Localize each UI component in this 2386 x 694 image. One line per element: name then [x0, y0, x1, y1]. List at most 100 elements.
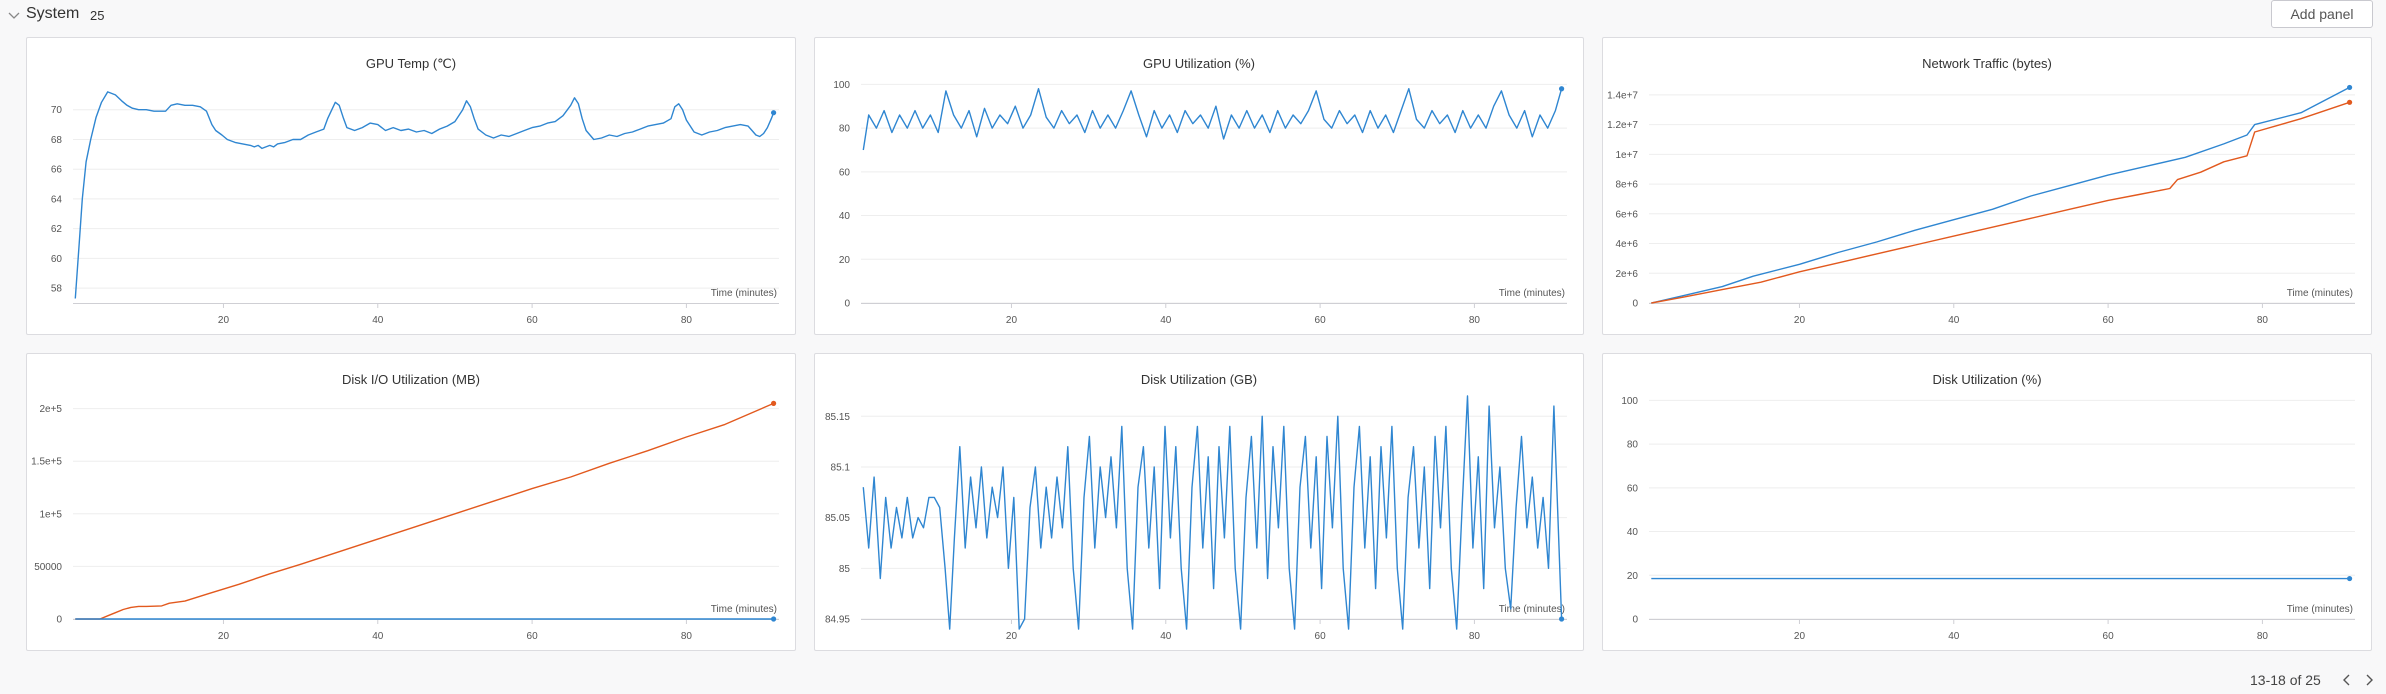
y-tick-label: 80 — [839, 124, 851, 135]
x-tick-label: 40 — [1948, 631, 1960, 642]
x-tick-label: 20 — [218, 315, 230, 326]
x-tick-label: 20 — [218, 631, 230, 642]
line-chart: 84.95 85 85.05 85.1 85.15 20 40 60 80 Time (minut… — [825, 395, 1567, 642]
x-tick-label: 60 — [1315, 315, 1327, 326]
y-tick-label: 85.15 — [825, 412, 850, 423]
x-tick-label: 60 — [527, 631, 539, 642]
x-axis-label: Time (minutes) — [2287, 288, 2353, 299]
y-tick-label: 0 — [1632, 615, 1638, 626]
series-end-point — [2346, 99, 2353, 105]
chart-panel-network-traffic: Network Traffic (bytes) 0 2e+6 4e+6 6e+6 8e+… — [1602, 37, 2372, 335]
chart-panel-gpu-temp: GPU Temp (℃) 58 60 62 64 66 68 70 20 40 60 80 Time … — [26, 37, 796, 335]
y-tick-label: 1.2e+7 — [1607, 120, 1638, 131]
add-panel-button[interactable]: Add panel — [2271, 0, 2373, 28]
x-tick-label: 40 — [1160, 315, 1172, 326]
y-tick-label: 85.1 — [831, 462, 851, 473]
y-tick-label: 1.4e+7 — [1607, 90, 1638, 101]
y-tick-label: 1e+5 — [39, 509, 62, 520]
y-tick-label: 20 — [839, 255, 851, 266]
section-title: System — [26, 5, 80, 22]
y-tick-label: 66 — [51, 165, 63, 176]
y-tick-label: 85 — [839, 564, 851, 575]
y-tick-label: 85.05 — [825, 513, 850, 524]
y-tick-label: 84.95 — [825, 615, 850, 626]
x-tick-label: 60 — [2103, 631, 2115, 642]
series-line — [862, 88, 1563, 151]
y-tick-label: 80 — [1627, 440, 1639, 451]
y-tick-label: 40 — [1627, 527, 1639, 538]
y-tick-label: 68 — [51, 135, 63, 146]
x-tick-label: 20 — [1006, 315, 1018, 326]
x-tick-label: 80 — [2257, 631, 2269, 642]
x-tick-label: 20 — [1794, 315, 1806, 326]
series-end-point — [770, 110, 777, 116]
y-tick-label: 60 — [839, 167, 851, 178]
series-end-point — [2346, 84, 2353, 91]
series-line — [75, 402, 774, 620]
chevron-left-icon[interactable] — [2338, 671, 2356, 689]
chart-title: Disk Utilization (%) — [1932, 372, 2042, 387]
x-axis-label: Time (minutes) — [711, 604, 777, 615]
chart-title: Network Traffic (bytes) — [1922, 56, 2052, 71]
x-tick-label: 80 — [2257, 315, 2269, 326]
chart-title: Disk Utilization (GB) — [1140, 372, 1258, 387]
series-end-point — [1558, 616, 1565, 622]
x-axis-label: Time (minutes) — [711, 288, 777, 299]
x-axis-label: Time (minutes) — [1499, 288, 1565, 299]
x-axis-label: Time (minutes) — [2287, 604, 2353, 615]
y-tick-label: 0 — [56, 615, 62, 626]
x-tick-label: 40 — [372, 631, 384, 642]
section-panel-count: 25 — [90, 8, 105, 23]
line-chart: 0 20 40 60 80 100 20 40 60 80 Time (minutes) — [1621, 396, 2355, 642]
series-line — [862, 395, 1563, 630]
series-line — [1651, 101, 2350, 304]
x-tick-label: 40 — [1160, 631, 1172, 642]
line-chart: 0 20 40 60 80 100 20 40 60 80 Time (minutes) — [833, 80, 1567, 326]
chart-panel-disk-utilization-percent: Disk Utilization (%) 0 20 40 60 80 100 20 40 60 8… — [1602, 353, 2372, 651]
y-tick-label: 70 — [51, 105, 63, 116]
x-tick-label: 80 — [681, 315, 693, 326]
x-tick-label: 40 — [372, 315, 384, 326]
y-tick-label: 0 — [844, 299, 850, 310]
x-tick-label: 60 — [1315, 631, 1327, 642]
x-axis-label: Time (minutes) — [1499, 604, 1565, 615]
x-tick-label: 60 — [2103, 315, 2115, 326]
chevron-right-icon[interactable] — [2360, 671, 2378, 689]
section-header: System 25 Add panel — [0, 0, 2386, 30]
y-tick-label: 0 — [1632, 299, 1638, 310]
y-tick-label: 100 — [833, 80, 850, 91]
series-end-point — [770, 400, 777, 406]
y-tick-label: 6e+6 — [1615, 209, 1638, 220]
line-chart: 0 50000 1e+5 1.5e+5 2e+5 20 40 60 80 Time (minute… — [31, 400, 779, 642]
x-tick-label: 20 — [1794, 631, 1806, 642]
y-tick-label: 60 — [1627, 483, 1639, 494]
x-tick-label: 40 — [1948, 315, 1960, 326]
y-tick-label: 4e+6 — [1615, 239, 1638, 250]
chevron-down-icon[interactable] — [6, 7, 22, 23]
y-tick-label: 8e+6 — [1615, 180, 1638, 191]
line-chart: 0 2e+6 4e+6 6e+6 8e+6 1e+7 1.2e+7 1.4e+7 20 40 60 8… — [1607, 84, 2355, 326]
pagination-status: 13-18 of 25 — [2250, 672, 2321, 688]
y-tick-label: 1.5e+5 — [31, 457, 62, 468]
series-line — [1651, 86, 2350, 304]
y-tick-label: 64 — [51, 194, 63, 205]
x-tick-label: 60 — [527, 315, 539, 326]
y-tick-label: 20 — [1627, 571, 1639, 582]
y-tick-label: 58 — [51, 284, 63, 295]
chart-panel-gpu-utilization: GPU Utilization (%) 0 20 40 60 80 100 20 40 60 80… — [814, 37, 1584, 335]
series-end-point — [1558, 86, 1565, 92]
chart-title: Disk I/O Utilization (MB) — [342, 372, 480, 387]
chart-title: GPU Utilization (%) — [1143, 56, 1255, 71]
x-tick-label: 80 — [681, 631, 693, 642]
series-end-point — [2346, 575, 2353, 582]
x-tick-label: 80 — [1469, 631, 1481, 642]
series-end-point — [770, 616, 777, 622]
x-tick-label: 80 — [1469, 315, 1481, 326]
y-tick-label: 100 — [1621, 396, 1638, 407]
x-tick-label: 20 — [1006, 631, 1018, 642]
y-tick-label: 40 — [839, 211, 851, 222]
y-tick-label: 62 — [51, 224, 63, 235]
line-chart: 58 60 62 64 66 68 70 20 40 60 80 Time (minutes) — [51, 91, 779, 326]
chart-panel-disk-io-utilization: Disk I/O Utilization (MB) 0 50000 1e+5 1.5e… — [26, 353, 796, 651]
chart-title: GPU Temp (℃) — [365, 56, 457, 71]
